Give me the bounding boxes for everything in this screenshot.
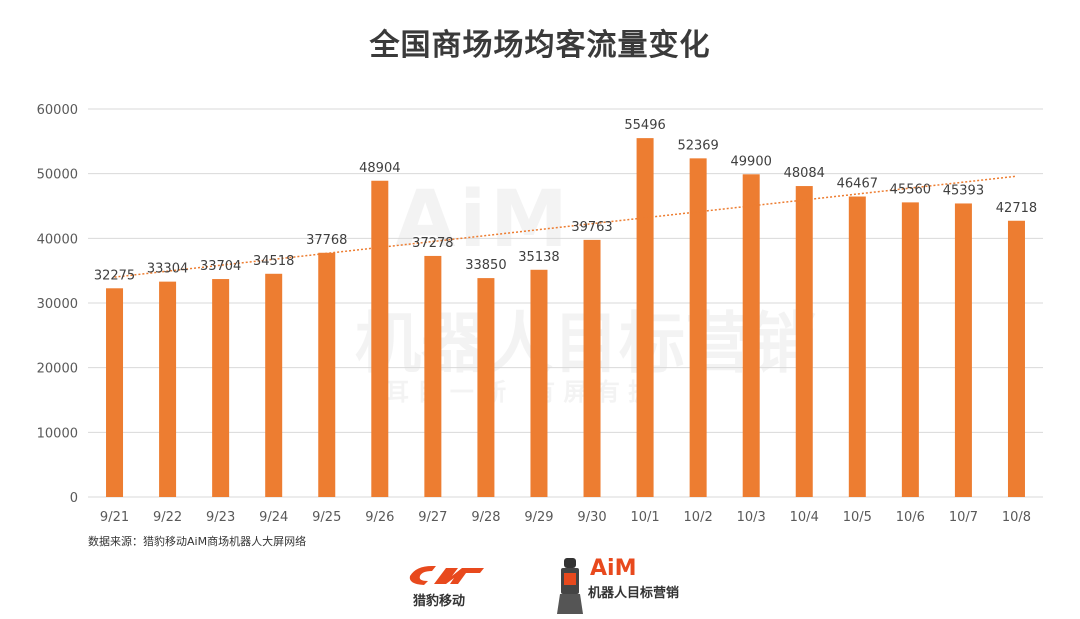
cheetah-mobile-label: 猎豹移动 — [413, 594, 466, 609]
y-tick-label: 0 — [70, 491, 78, 506]
x-tick-label: 10/4 — [790, 510, 819, 525]
data-label: 34518 — [253, 254, 294, 269]
x-tick-label: 10/7 — [949, 510, 978, 525]
data-label: 33304 — [147, 262, 188, 277]
data-label: 55496 — [624, 118, 665, 133]
data-label: 37768 — [306, 233, 347, 248]
x-tick-label: 10/3 — [737, 510, 766, 525]
bar — [1007, 220, 1025, 497]
trendline — [114, 175, 1017, 278]
data-label: 35138 — [518, 250, 559, 265]
y-tick-label: 20000 — [37, 362, 78, 377]
data-label: 48904 — [359, 161, 400, 176]
bar — [212, 279, 230, 497]
bar — [265, 273, 283, 497]
x-tick-label: 10/8 — [1002, 510, 1031, 525]
x-tick-label: 9/24 — [259, 510, 288, 525]
bar — [795, 186, 813, 497]
data-label: 46467 — [837, 177, 878, 192]
y-tick-label: 50000 — [37, 168, 78, 183]
chart-title: 全国商场场均客流量变化 — [369, 28, 711, 63]
bar — [424, 255, 442, 497]
bar — [848, 196, 866, 497]
bar — [159, 281, 177, 497]
data-label: 33704 — [200, 259, 241, 274]
aim-brand-label: 机器人目标营销 — [588, 586, 680, 601]
data-label: 32275 — [94, 268, 135, 283]
bar — [689, 158, 707, 497]
data-label: 49900 — [731, 154, 772, 169]
x-tick-label: 9/26 — [365, 510, 394, 525]
y-tick-label: 60000 — [37, 103, 78, 118]
data-label: 52369 — [677, 138, 718, 153]
data-label: 45560 — [890, 182, 931, 197]
x-tick-label: 10/2 — [684, 510, 713, 525]
y-tick-label: 10000 — [37, 426, 78, 441]
x-tick-label: 9/29 — [524, 510, 553, 525]
bar — [318, 252, 336, 497]
y-tick-label: 30000 — [37, 297, 78, 312]
x-tick-label: 9/30 — [577, 510, 606, 525]
x-tick-label: 9/27 — [418, 510, 447, 525]
aim-brand-mark: AiM — [590, 556, 637, 581]
data-label: 42718 — [996, 201, 1037, 216]
y-tick-label: 40000 — [37, 232, 78, 247]
bar — [742, 174, 760, 497]
x-tick-label: 9/22 — [153, 510, 182, 525]
x-tick-label: 10/6 — [896, 510, 925, 525]
data-label: 45393 — [943, 183, 984, 198]
data-label: 48084 — [784, 166, 825, 181]
bar — [583, 239, 601, 497]
x-tick-label: 10/1 — [630, 510, 659, 525]
bar — [477, 278, 495, 497]
bar — [106, 288, 124, 497]
bar — [954, 203, 972, 497]
data-label: 39763 — [571, 220, 612, 235]
x-tick-label: 9/23 — [206, 510, 235, 525]
bar — [530, 269, 548, 497]
x-tick-label: 9/25 — [312, 510, 341, 525]
data-label: 37278 — [412, 236, 453, 251]
data-label: 33850 — [465, 258, 506, 273]
x-tick-label: 9/28 — [471, 510, 500, 525]
bar — [371, 180, 389, 497]
robot-icon — [557, 558, 583, 614]
x-tick-label: 10/5 — [843, 510, 872, 525]
data-source-note: 数据来源：猎豹移动AiM商场机器人大屏网络 — [88, 535, 307, 548]
x-tick-label: 9/21 — [100, 510, 129, 525]
bar — [901, 202, 919, 497]
bar — [636, 138, 654, 498]
cheetah-mobile-logo — [409, 566, 484, 585]
